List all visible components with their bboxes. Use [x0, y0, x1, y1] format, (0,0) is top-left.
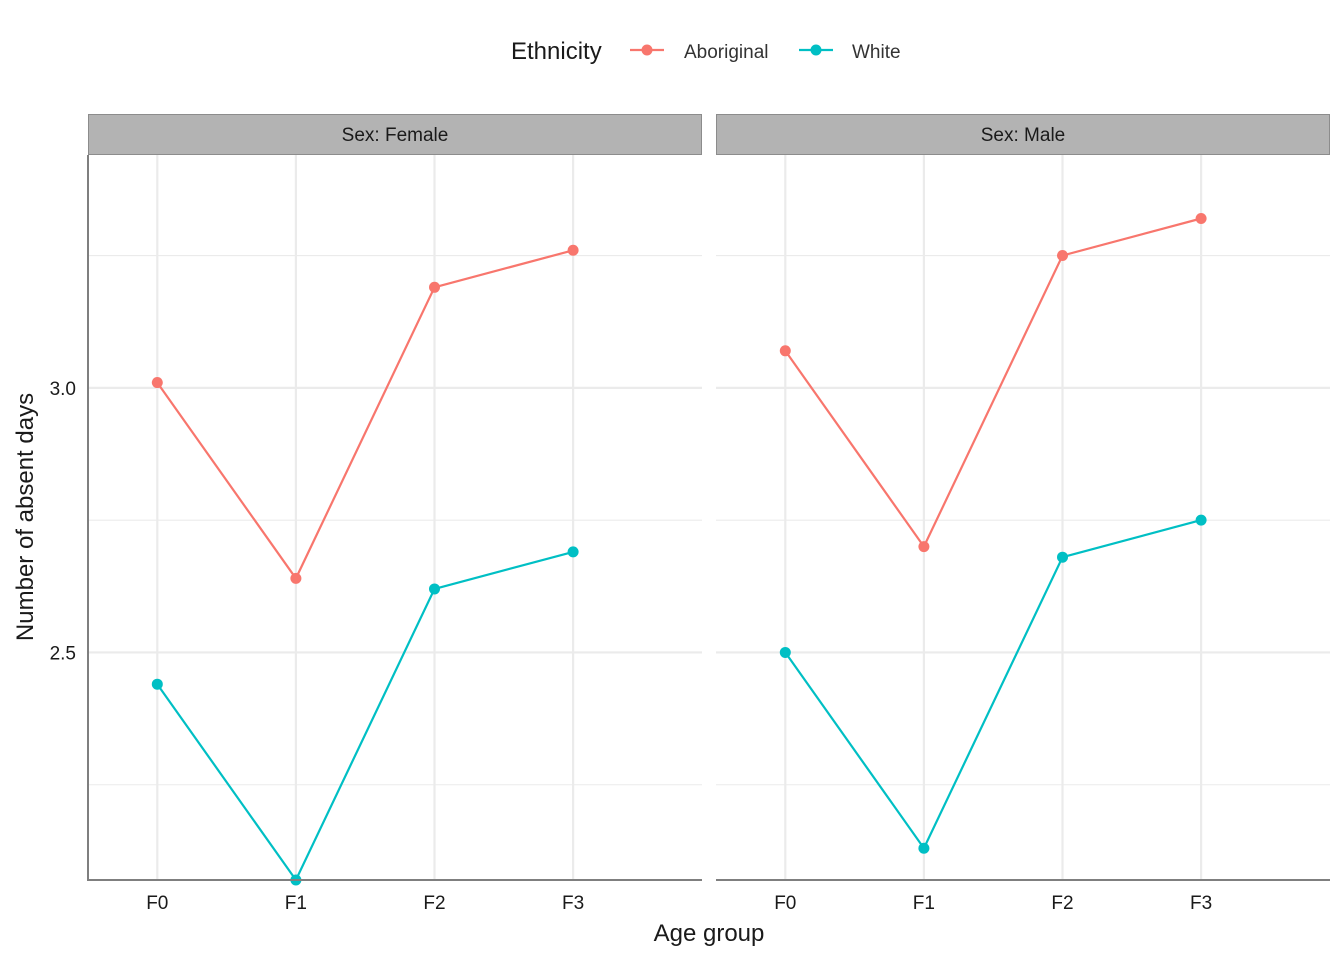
data-point-aboriginal	[290, 572, 302, 584]
data-point-aboriginal	[567, 244, 579, 256]
data-point-aboriginal	[151, 377, 163, 389]
data-point-white	[779, 646, 791, 658]
series-female	[151, 244, 579, 886]
strip-label-female: Sex: Female	[342, 125, 449, 146]
strip-female	[88, 114, 702, 155]
y-axis-title: Number of absent days	[12, 393, 39, 641]
data-point-white	[429, 583, 441, 595]
series-line-aboriginal	[156, 249, 574, 581]
legend-label-white: White	[852, 42, 901, 63]
y-tick-label: 3.0	[50, 379, 76, 400]
series-line-aboriginal	[784, 217, 1202, 549]
grid-female	[88, 155, 702, 880]
x-tick-label: F0	[146, 893, 168, 914]
grid-male	[716, 155, 1330, 880]
strip-label-male: Sex: Male	[981, 125, 1065, 146]
data-point-aboriginal	[1195, 213, 1207, 225]
x-tick-label: F3	[562, 893, 584, 914]
data-point-aboriginal	[1057, 250, 1069, 262]
x-tick-label: F2	[1051, 893, 1073, 914]
data-point-aboriginal	[918, 541, 930, 553]
strip-male	[716, 114, 1330, 155]
x-tick-label: F1	[913, 893, 935, 914]
data-point-white	[1057, 551, 1069, 563]
panel-female: Sex: Female F0 F1 F2 F3	[87, 114, 702, 914]
data-point-aboriginal	[429, 281, 441, 293]
series-line-white	[784, 519, 1202, 851]
data-point-white	[151, 678, 163, 690]
x-tick-labels-female: F0 F1 F2 F3	[146, 893, 584, 914]
data-point-white	[918, 842, 930, 854]
x-tick-label: F3	[1190, 893, 1212, 914]
data-point-aboriginal	[779, 345, 791, 357]
y-tick-label: 2.5	[50, 643, 76, 664]
x-tick-label: F0	[774, 893, 796, 914]
legend: Ethnicity Aboriginal White	[511, 38, 901, 65]
x-tick-label: F1	[285, 893, 307, 914]
series-line-white	[156, 550, 574, 883]
legend-label-aboriginal: Aboriginal	[684, 42, 769, 63]
y-tick-labels: 2.5 3.0	[50, 379, 76, 665]
legend-title: Ethnicity	[511, 38, 602, 65]
legend-key-point-white	[810, 44, 822, 56]
data-point-white	[567, 546, 579, 558]
series-male	[779, 213, 1207, 854]
data-point-white	[1195, 514, 1207, 526]
x-axis-title: Age group	[654, 920, 765, 947]
x-tick-label: F2	[423, 893, 445, 914]
panel-male: Sex: Male F0 F1 F2 F3	[716, 114, 1330, 914]
legend-key-point-aboriginal	[641, 44, 653, 56]
x-tick-labels-male: F0 F1 F2 F3	[774, 893, 1212, 914]
